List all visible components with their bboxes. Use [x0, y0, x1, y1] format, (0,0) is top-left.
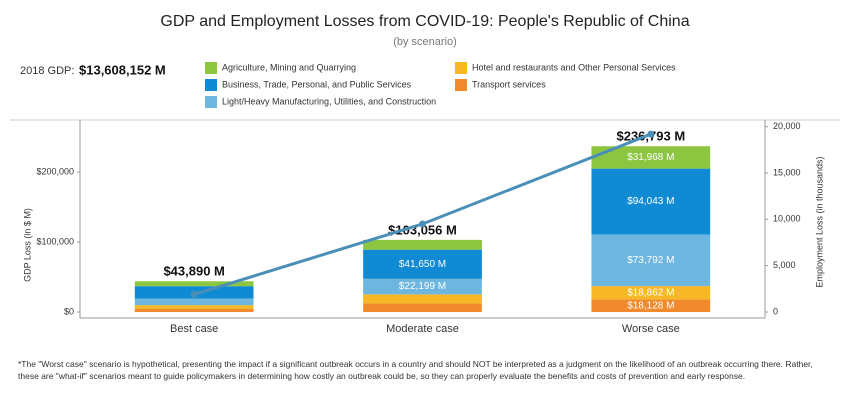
- y2-tick-label: 20,000: [773, 121, 801, 131]
- bar-segment: [134, 305, 254, 309]
- bar-segment: [363, 278, 482, 295]
- y2-tick-label: 10,000: [773, 214, 801, 224]
- segment-label: $18,862 M: [627, 287, 674, 298]
- bar-segment: [363, 303, 482, 312]
- legend-label: Hotel and restaurants and Other Personal…: [472, 62, 676, 72]
- legend-swatch: [455, 79, 467, 91]
- bar-segment: [591, 234, 711, 287]
- total-label: $43,890 M: [163, 264, 224, 279]
- y2-tick-label: 0: [773, 306, 778, 316]
- legend-label: Light/Heavy Manufacturing, Utilities, an…: [222, 96, 436, 106]
- y-tick-label: $0: [64, 306, 74, 316]
- legend-swatch: [205, 96, 217, 108]
- bar-segment: [591, 146, 711, 169]
- legend-label: Agriculture, Mining and Quarrying: [222, 62, 356, 72]
- legend-swatch: [205, 62, 217, 74]
- legend-label: Business, Trade, Personal, and Public Se…: [222, 79, 412, 89]
- line-point: [190, 290, 198, 298]
- segment-label: $22,199 M: [399, 281, 446, 292]
- bar-segment: [591, 286, 711, 300]
- y-tick-label: $100,000: [36, 236, 74, 246]
- segment-label: $18,128 M: [627, 300, 674, 311]
- bar-segment: [134, 298, 254, 306]
- chart-title: GDP and Employment Losses from COVID-19:…: [160, 13, 689, 30]
- bar-segment: [591, 299, 711, 312]
- line-point: [419, 220, 426, 228]
- bar-segment: [363, 239, 482, 250]
- y2-tick-label: 15,000: [773, 167, 801, 177]
- x-tick-label: Best case: [170, 323, 218, 335]
- y-axis-label: GDP Loss (in $ M): [22, 208, 32, 282]
- segment-label: $94,043 M: [627, 196, 674, 207]
- y2-tick-label: 5,000: [773, 260, 796, 270]
- bar-segment: [591, 168, 711, 235]
- x-tick-label: Moderate case: [386, 323, 459, 335]
- line-point: [647, 130, 655, 138]
- gdp-value: $13,608,152 M: [79, 62, 166, 77]
- segment-label: $73,792 M: [627, 255, 674, 266]
- gdp-label: 2018 GDP:: [20, 65, 74, 77]
- footnote: *The "Worst case" scenario is hypothetic…: [18, 359, 813, 381]
- x-tick-label: Worse case: [622, 323, 680, 335]
- legend-swatch: [205, 79, 217, 91]
- segment-label: $41,650 M: [399, 259, 446, 270]
- total-label: $103,056 M: [388, 222, 457, 237]
- legend-swatch: [455, 62, 467, 74]
- legend-label: Transport services: [472, 79, 546, 89]
- segment-label: $31,968 M: [627, 152, 674, 163]
- bar-segment: [363, 294, 482, 304]
- y-tick-label: $200,000: [36, 166, 74, 176]
- bar-segment: [134, 281, 254, 287]
- chart-subtitle: (by scenario): [393, 36, 457, 48]
- bar-segment: [134, 308, 254, 312]
- bar-segment: [363, 249, 482, 279]
- y2-axis-label: Employment Loss (in thousands): [814, 156, 824, 287]
